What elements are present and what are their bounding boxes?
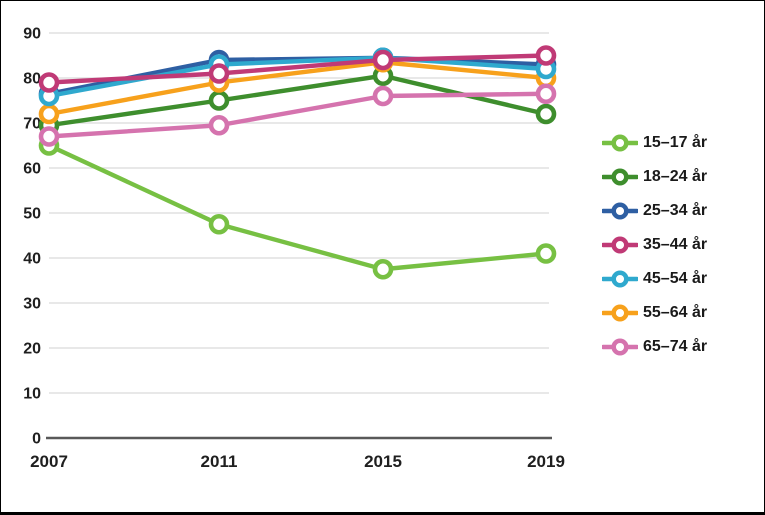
legend-marker-icon: [602, 236, 638, 254]
legend-marker-icon: [602, 134, 638, 152]
legend-label: 15–17 år: [643, 134, 708, 151]
legend-item-15-17-ar: 15–17 år: [602, 126, 707, 160]
series-line-55-64: [46, 60, 549, 117]
legend-marker-icon: [602, 338, 638, 356]
data-point-35-44-2007: [38, 72, 60, 93]
series-line-15-17: [46, 143, 549, 272]
chart-legend: 15–17 år 18–24 år 25–34 år 35–44 år 45–5…: [602, 126, 707, 364]
y-tick-label: 80: [23, 71, 41, 88]
legend-item-65-74-ar: 65–74 år: [602, 330, 707, 364]
data-point-35-44-2015: [372, 49, 394, 71]
y-tick-label: 30: [23, 296, 41, 313]
data-point-35-44-2011: [208, 63, 230, 84]
x-tick-label: 2015: [364, 452, 402, 471]
y-tick-label: 90: [23, 26, 41, 43]
legend-label: 18–24 år: [643, 168, 708, 185]
legend-item-35-44-ar: 35–44 år: [602, 228, 707, 262]
data-point-65-74-2011: [208, 114, 230, 136]
data-point-65-74-2015: [372, 85, 394, 107]
data-point-18-24-2019: [535, 103, 557, 125]
x-tick-label: 2007: [30, 452, 68, 471]
series-line-45-54: [46, 55, 549, 99]
y-tick-label: 40: [23, 251, 41, 268]
data-point-65-74-2007: [38, 126, 60, 147]
legend-item-18-24-ar: 18–24 år: [602, 160, 707, 194]
legend-item-25-34-ar: 25–34 år: [602, 194, 707, 228]
y-tick-label: 70: [23, 116, 41, 133]
legend-label: 25–34 år: [643, 202, 708, 219]
legend-label: 35–44 år: [643, 236, 708, 253]
y-tick-label: 10: [23, 386, 41, 403]
legend-marker-icon: [602, 270, 638, 288]
data-point-15-17-2019: [535, 243, 557, 264]
series-line-35-44: [46, 53, 549, 85]
legend-marker-icon: [602, 304, 638, 322]
legend-label: 45–54 år: [643, 270, 708, 287]
y-tick-label: 20: [23, 341, 41, 358]
y-tick-label: 60: [23, 161, 41, 178]
data-point-15-17-2015: [372, 258, 394, 280]
legend-label: 65–74 år: [643, 338, 708, 355]
legend-marker-icon: [602, 202, 638, 220]
y-tick-label: 50: [23, 206, 41, 223]
legend-item-45-54-ar: 45–54 år: [602, 262, 707, 296]
y-tick-label: 0: [32, 431, 41, 448]
data-point-18-24-2011: [208, 90, 230, 111]
legend-label: 55–64 år: [643, 304, 708, 321]
series-line-65-74: [46, 91, 549, 139]
data-point-55-64-2007: [38, 103, 60, 125]
x-tick-label: 2011: [201, 452, 238, 471]
data-point-65-74-2019: [535, 83, 557, 105]
legend-marker-icon: [602, 168, 638, 186]
legend-item-55-64-ar: 55–64 år: [602, 296, 707, 330]
data-point-35-44-2019: [535, 45, 557, 66]
data-point-15-17-2011: [208, 213, 230, 235]
x-tick-label: 2019: [527, 452, 565, 471]
